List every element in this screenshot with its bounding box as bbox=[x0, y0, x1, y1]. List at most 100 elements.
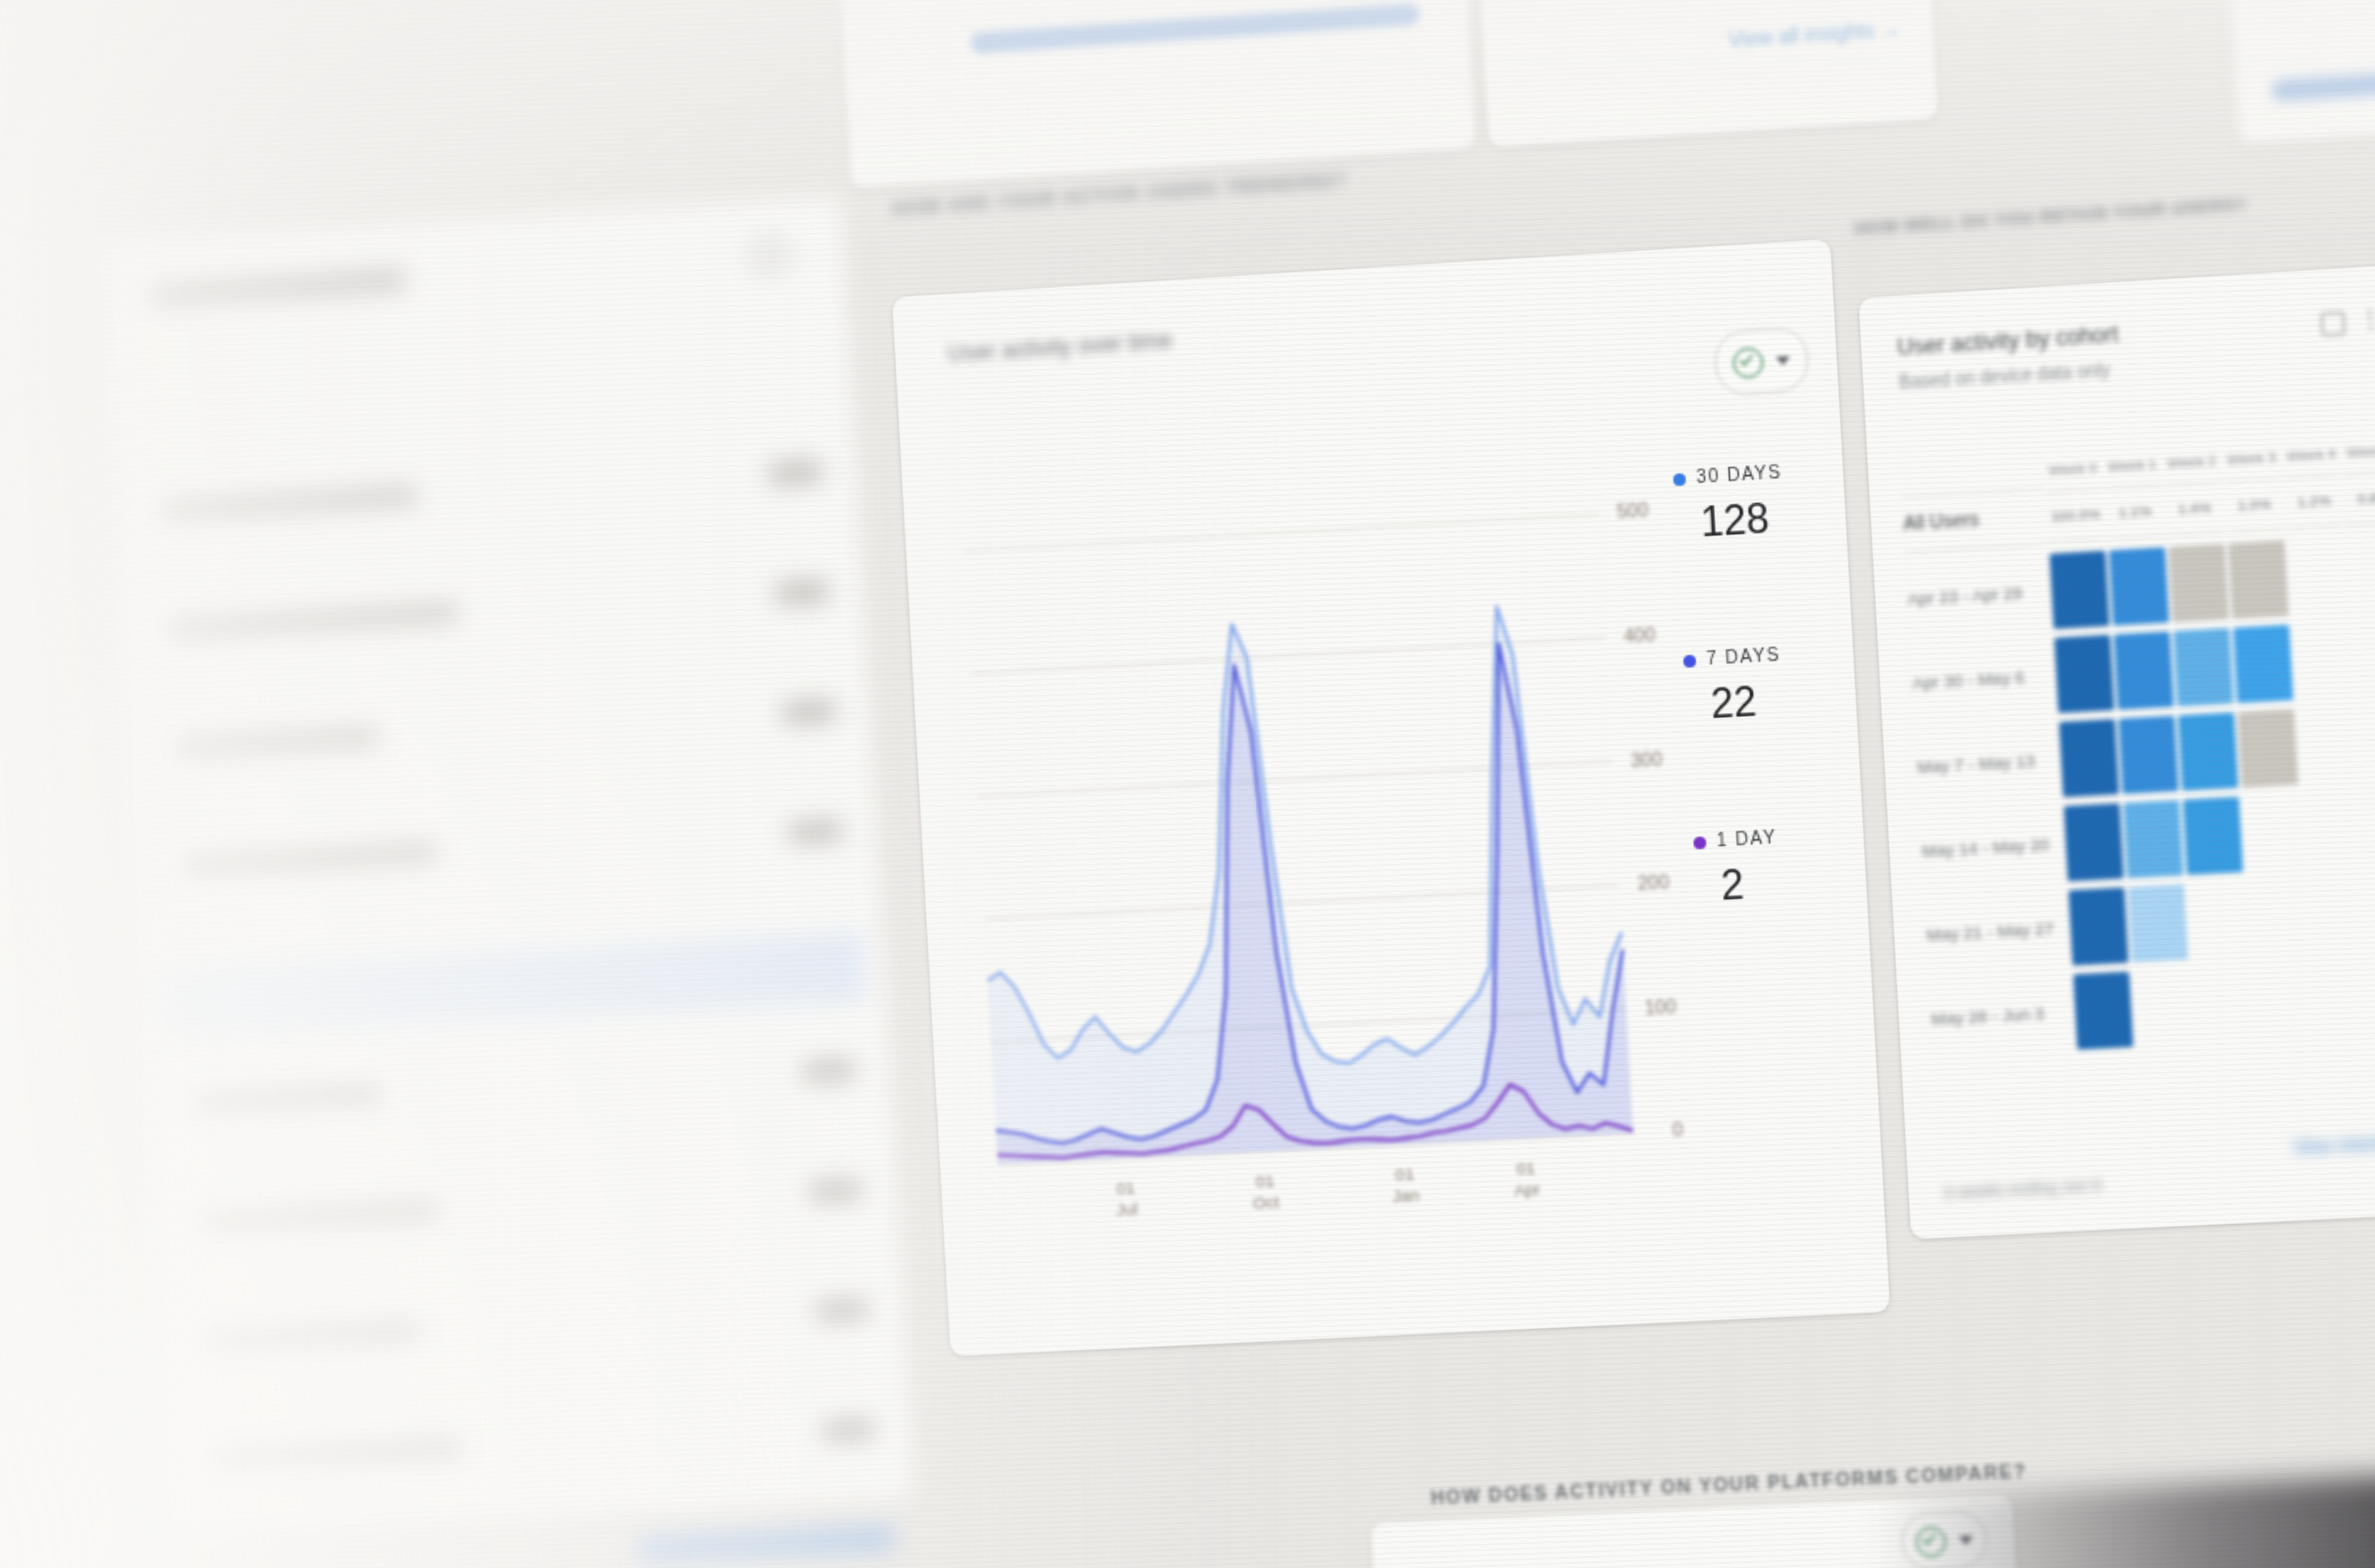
cohort-column-header: Week 3 bbox=[2226, 449, 2277, 468]
cohort-header-spacer bbox=[1901, 471, 2041, 479]
y-axis-tick-label: 100 bbox=[1644, 996, 1676, 1019]
cohort-row-label: Apr 30 - May 6 bbox=[1912, 667, 2025, 694]
legend-label: 1 DAY bbox=[1716, 829, 1778, 852]
cohort-card-subtitle: Based on device data only bbox=[1899, 361, 2111, 394]
chevron-down-icon bbox=[1775, 355, 1791, 365]
cohort-cell[interactable] bbox=[2059, 719, 2119, 797]
cohort-cell-empty bbox=[2293, 621, 2353, 700]
y-axis-tick-label: 400 bbox=[1624, 625, 1656, 647]
arrow-right-icon: → bbox=[1880, 19, 1902, 43]
blurred-row-label bbox=[180, 841, 439, 877]
cohort-cell[interactable] bbox=[2063, 803, 2124, 882]
cohort-cell-empty bbox=[2367, 871, 2375, 950]
blurred-row-label bbox=[161, 485, 419, 521]
cohort-column-header: Week 4 bbox=[2286, 445, 2337, 465]
cohort-row-label: May 28 - Jun 3 bbox=[1930, 1003, 2045, 1030]
cohort-cell[interactable] bbox=[2237, 709, 2299, 788]
cohort-cell-empty bbox=[2353, 618, 2375, 697]
blurred-row-label bbox=[200, 1200, 441, 1233]
legend-item-7-days[interactable]: 7 DAYS 22 bbox=[1683, 642, 1852, 730]
share-icon[interactable] bbox=[2320, 311, 2346, 337]
cohort-all-users-value: 1.2% bbox=[2284, 473, 2344, 529]
legend-value-1-day: 2 bbox=[1720, 861, 1746, 909]
cohort-cell[interactable] bbox=[2073, 972, 2134, 1050]
cohort-cell-empty bbox=[2187, 881, 2248, 959]
cohort-cell-empty bbox=[2192, 965, 2252, 1044]
left-report-rows bbox=[98, 195, 877, 1470]
blurred-row-label bbox=[193, 1083, 383, 1114]
legend-dot-30-days bbox=[1672, 473, 1686, 486]
insights-card: View all insights → bbox=[1466, 0, 1938, 148]
help-icon[interactable] bbox=[750, 237, 788, 274]
cohort-all-users-value: 100.0% bbox=[2046, 487, 2105, 542]
cohort-cell[interactable] bbox=[2068, 887, 2129, 966]
cohort-column-header: Week 2 bbox=[2167, 452, 2217, 472]
cohort-cell[interactable] bbox=[2118, 716, 2179, 794]
blurred-row-value bbox=[799, 1058, 857, 1083]
left-report-card: ⋮ bbox=[98, 194, 915, 1561]
x-axis-tick-label: 01 bbox=[1516, 1159, 1536, 1178]
cohort-column-header: Week 0 bbox=[2048, 459, 2098, 479]
cohort-cell[interactable] bbox=[2173, 628, 2234, 707]
cohort-row-label: May 21 - May 27 bbox=[1926, 919, 2055, 945]
cohort-cell[interactable] bbox=[2228, 540, 2289, 619]
cohort-table: Week 0 Week 1 Week 2 Week 3 Week 4 Week 5 All … bbox=[1900, 442, 2375, 1057]
cohort-cell[interactable] bbox=[2183, 796, 2243, 875]
cohort-all-users-label: All Users bbox=[1902, 488, 2045, 553]
blurred-row-value bbox=[773, 580, 830, 605]
cohort-cell[interactable] bbox=[2232, 624, 2294, 703]
blurred-row-value bbox=[813, 1298, 870, 1322]
blurred-card-link[interactable] bbox=[2271, 67, 2375, 102]
legend-label: 30 DAYS bbox=[1696, 463, 1783, 489]
blurred-card-title bbox=[149, 268, 407, 307]
cohort-cell-empty bbox=[2362, 787, 2375, 865]
cohort-card-title: User activity by cohort bbox=[1896, 321, 2119, 360]
cohort-cell-empty bbox=[2312, 959, 2372, 1038]
cohort-cell[interactable] bbox=[2178, 712, 2239, 791]
legend-value-30-days: 128 bbox=[1699, 495, 1771, 546]
y-axis-tick-label: 300 bbox=[1630, 748, 1662, 771]
cohort-row-label: Apr 23 - Apr 29 bbox=[1907, 583, 2024, 610]
blurred-card-link[interactable] bbox=[970, 3, 1420, 54]
cohort-cell-empty bbox=[2242, 793, 2303, 872]
cohort-cell[interactable] bbox=[2168, 543, 2229, 623]
cohort-cell[interactable] bbox=[2123, 800, 2184, 878]
x-axis-tick-label: 01 bbox=[1395, 1165, 1415, 1184]
cohort-cell[interactable] bbox=[2054, 634, 2115, 713]
overflow-menu-icon[interactable]: ⋮ bbox=[805, 247, 826, 270]
x-axis-tick-label: Jul bbox=[1116, 1200, 1138, 1219]
blurred-report-link[interactable] bbox=[635, 1527, 897, 1561]
selected-row-highlight[interactable] bbox=[159, 931, 866, 1039]
blurred-row-label bbox=[173, 726, 380, 758]
cohort-footer-note: 6 weeks ending Jun 9 bbox=[1944, 1176, 2102, 1202]
cohort-cell-empty bbox=[2298, 706, 2358, 784]
cohort-cell[interactable] bbox=[2113, 631, 2174, 710]
metric-selector-dropdown[interactable] bbox=[1713, 326, 1810, 397]
user-activity-card: User activity over time 0 100 200 300 400 500… bbox=[892, 239, 1890, 1357]
cohort-column-header: Week 1 bbox=[2107, 456, 2157, 475]
view-retention-link[interactable]: View retention → bbox=[2293, 1133, 2375, 1160]
cohort-row-label: May 7 - May 13 bbox=[1917, 751, 2036, 778]
legend-item-1-day[interactable]: 1 DAY 2 bbox=[1693, 824, 1862, 912]
retention-section-heading: HOW WELL DO YOU RETAIN YOUR USERS? bbox=[1854, 195, 2248, 239]
blurred-row-value bbox=[780, 699, 837, 724]
x-axis-tick-label: 01 bbox=[1255, 1171, 1274, 1191]
x-axis-tick-label: Jan bbox=[1392, 1186, 1420, 1206]
cohort-cell-empty bbox=[2372, 956, 2375, 1034]
legend-dot-7-days bbox=[1683, 654, 1697, 668]
cohort-cell-empty bbox=[2302, 790, 2363, 869]
legend-item-30-days[interactable]: 30 DAYS 128 bbox=[1672, 461, 1842, 548]
legend-dot-1-day bbox=[1693, 836, 1707, 850]
view-all-insights-link[interactable]: View all insights → bbox=[1728, 19, 1901, 52]
cohort-cell[interactable] bbox=[2128, 884, 2188, 963]
check-circle-icon bbox=[1732, 346, 1764, 378]
cohort-cell-empty bbox=[2247, 878, 2308, 956]
blurred-row-label bbox=[212, 1437, 463, 1470]
cohort-cell[interactable] bbox=[2109, 547, 2169, 626]
blurred-row-value bbox=[767, 460, 824, 485]
cohort-cell[interactable] bbox=[2049, 550, 2110, 629]
cohort-cell-empty bbox=[2307, 875, 2367, 953]
overflow-menu-icon[interactable]: ⋮ bbox=[2358, 305, 2375, 332]
